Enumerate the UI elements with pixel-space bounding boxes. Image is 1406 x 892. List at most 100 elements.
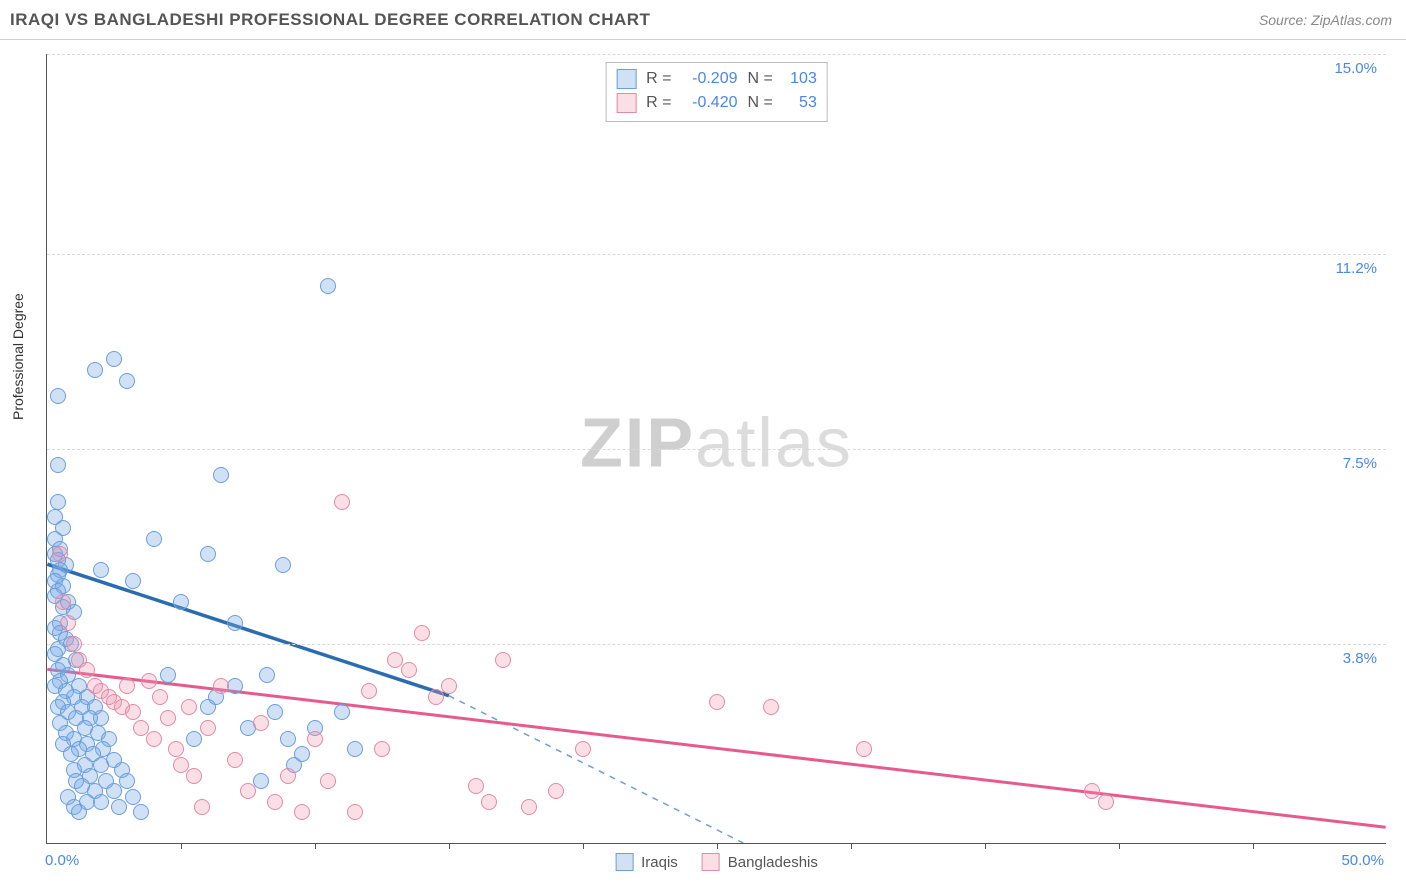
r-label: R = — [646, 94, 671, 112]
series-legend: Iraqis Bangladeshis — [615, 853, 818, 871]
data-point — [253, 773, 269, 789]
data-point — [320, 278, 336, 294]
n-label: N = — [748, 70, 773, 88]
data-point — [575, 741, 591, 757]
data-point — [294, 804, 310, 820]
data-point — [79, 662, 95, 678]
data-point — [361, 683, 377, 699]
y-tick-label: 15.0% — [1331, 60, 1380, 77]
data-point — [93, 562, 109, 578]
x-axis-max-label: 50.0% — [1341, 852, 1384, 869]
data-point — [267, 794, 283, 810]
x-tick — [985, 843, 986, 849]
data-point — [1098, 794, 1114, 810]
n-value-iraqis: 103 — [783, 70, 817, 88]
data-point — [213, 678, 229, 694]
x-tick — [717, 843, 718, 849]
data-point — [548, 783, 564, 799]
data-point — [133, 804, 149, 820]
legend-item: Bangladeshis — [702, 853, 818, 871]
data-point — [173, 594, 189, 610]
data-point — [146, 531, 162, 547]
gridline — [47, 449, 1386, 450]
x-tick — [449, 843, 450, 849]
watermark-zip: ZIP — [580, 403, 695, 481]
data-point — [181, 699, 197, 715]
data-point — [259, 667, 275, 683]
data-point — [253, 715, 269, 731]
data-point — [468, 778, 484, 794]
data-point — [125, 573, 141, 589]
data-point — [307, 731, 323, 747]
x-axis-min-label: 0.0% — [45, 852, 79, 869]
data-point — [401, 662, 417, 678]
legend-label-iraqis: Iraqis — [641, 854, 678, 871]
r-value-bangladeshis: -0.420 — [682, 94, 738, 112]
x-tick — [1119, 843, 1120, 849]
scatter-chart: ZIPatlas R = -0.209 N = 103 R = -0.420 N… — [46, 54, 1386, 844]
data-point — [227, 615, 243, 631]
r-value-iraqis: -0.209 — [682, 70, 738, 88]
data-point — [334, 494, 350, 510]
n-value-bangladeshis: 53 — [783, 94, 817, 112]
y-tick-label: 11.2% — [1333, 260, 1380, 277]
data-point — [152, 689, 168, 705]
data-point — [280, 731, 296, 747]
data-point — [275, 557, 291, 573]
data-point — [227, 752, 243, 768]
data-point — [856, 741, 872, 757]
data-point — [709, 694, 725, 710]
data-point — [267, 704, 283, 720]
gridline — [47, 644, 1386, 645]
gridline — [47, 254, 1386, 255]
data-point — [334, 704, 350, 720]
correlation-row: R = -0.209 N = 103 — [616, 67, 817, 91]
data-point — [347, 741, 363, 757]
chart-title: IRAQI VS BANGLADESHI PROFESSIONAL DEGREE… — [10, 10, 650, 30]
correlation-legend: R = -0.209 N = 103 R = -0.420 N = 53 — [605, 62, 828, 122]
data-point — [160, 710, 176, 726]
y-tick-label: 7.5% — [1340, 455, 1380, 472]
legend-item: Iraqis — [615, 853, 678, 871]
y-axis-label: Professional Degree — [10, 293, 26, 420]
data-point — [441, 678, 457, 694]
data-point — [194, 799, 210, 815]
x-tick — [851, 843, 852, 849]
data-point — [119, 678, 135, 694]
gridline — [47, 54, 1386, 55]
x-tick — [583, 843, 584, 849]
data-point — [280, 768, 296, 784]
data-point — [495, 652, 511, 668]
data-point — [521, 799, 537, 815]
data-point — [50, 494, 66, 510]
data-point — [93, 710, 109, 726]
x-tick — [181, 843, 182, 849]
data-point — [106, 351, 122, 367]
data-point — [428, 689, 444, 705]
data-point — [186, 768, 202, 784]
legend-swatch-bangladeshis — [702, 853, 720, 871]
data-point — [414, 625, 430, 641]
data-point — [347, 804, 363, 820]
data-point — [87, 362, 103, 378]
data-point — [763, 699, 779, 715]
legend-swatch-iraqis — [615, 853, 633, 871]
data-point — [55, 594, 71, 610]
data-point — [186, 731, 202, 747]
data-point — [141, 673, 157, 689]
x-tick — [1253, 843, 1254, 849]
data-point — [320, 773, 336, 789]
n-label: N = — [748, 94, 773, 112]
data-point — [160, 667, 176, 683]
data-point — [125, 704, 141, 720]
data-point — [213, 467, 229, 483]
data-point — [50, 388, 66, 404]
data-point — [119, 373, 135, 389]
data-point — [60, 615, 76, 631]
data-point — [119, 773, 135, 789]
data-point — [146, 731, 162, 747]
data-point — [200, 720, 216, 736]
watermark: ZIPatlas — [580, 402, 853, 482]
data-point — [240, 783, 256, 799]
data-point — [111, 799, 127, 815]
